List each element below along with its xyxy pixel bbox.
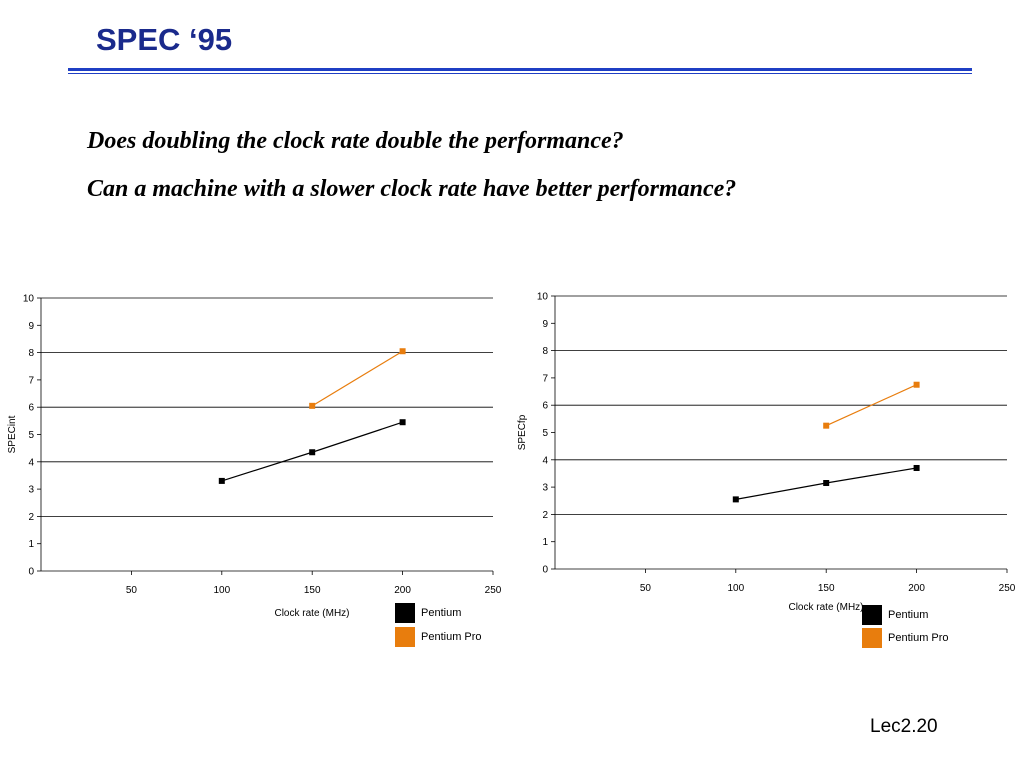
- y-tick-label: 5: [542, 428, 548, 439]
- legend-item-pentium-pro: Pentium Pro: [862, 628, 949, 648]
- page-number: Lec2.20: [870, 716, 938, 737]
- y-tick-label: 10: [537, 292, 549, 303]
- legend-label-pentium-pro: Pentium Pro: [888, 632, 949, 644]
- legend-label-pentium-pro: Pentium Pro: [421, 631, 482, 643]
- y-axis-label: SPECfp: [517, 414, 528, 450]
- y-tick-label: 0: [28, 567, 34, 578]
- legend-swatch-pentium: [395, 603, 415, 623]
- y-tick-label: 6: [542, 401, 548, 412]
- y-tick-label: 8: [542, 346, 548, 357]
- legend-swatch-pentium-pro: [395, 627, 415, 647]
- y-axis-label: SPECint: [7, 415, 18, 453]
- legend-swatch-pentium-pro: [862, 628, 882, 648]
- y-tick-label: 0: [542, 565, 548, 576]
- data-point: [823, 422, 830, 429]
- x-axis-label: Clock rate (MHz): [788, 602, 863, 613]
- legend-label-pentium: Pentium: [421, 607, 462, 619]
- slide-title: SPEC ‘95: [96, 22, 233, 57]
- title-rule-thick: [68, 68, 972, 71]
- y-tick-label: 1: [542, 537, 548, 548]
- y-tick-label: 1: [28, 539, 34, 550]
- question-2: Can a machine with a slower clock rate h…: [87, 176, 737, 202]
- x-tick-label: 50: [126, 585, 138, 596]
- y-tick-label: 10: [23, 294, 35, 305]
- legend-swatch-pentium: [862, 605, 882, 625]
- y-tick-label: 4: [542, 455, 548, 466]
- x-tick-label: 150: [818, 583, 835, 594]
- title-rule-thin: [68, 73, 972, 74]
- data-point: [732, 496, 739, 503]
- x-tick-label: 150: [304, 585, 321, 596]
- legend-label-pentium: Pentium: [888, 609, 929, 621]
- data-point: [913, 381, 920, 388]
- x-tick-label: 100: [213, 585, 230, 596]
- y-tick-label: 4: [28, 457, 34, 468]
- data-point: [399, 419, 406, 426]
- y-tick-label: 2: [542, 510, 548, 521]
- x-tick-label: 200: [908, 583, 925, 594]
- question-1: Does doubling the clock rate double the …: [87, 128, 624, 154]
- legend-item-pentium: Pentium: [862, 605, 928, 625]
- data-point: [823, 480, 830, 487]
- legend-item-pentium-pro: Pentium Pro: [395, 627, 482, 647]
- x-tick-label: 200: [394, 585, 411, 596]
- y-tick-label: 7: [28, 375, 34, 386]
- x-tick-label: 100: [727, 583, 744, 594]
- y-tick-label: 6: [28, 403, 34, 414]
- x-axis-label: Clock rate (MHz): [274, 608, 349, 619]
- y-tick-label: 2: [28, 512, 34, 523]
- y-tick-label: 3: [542, 483, 548, 494]
- x-tick-label: 50: [640, 583, 652, 594]
- y-tick-label: 7: [542, 373, 548, 384]
- y-tick-label: 5: [28, 430, 34, 441]
- x-tick-label: 250: [999, 583, 1016, 594]
- data-point: [309, 402, 316, 409]
- data-point: [309, 449, 316, 456]
- data-point: [218, 477, 225, 484]
- y-tick-label: 9: [542, 319, 548, 330]
- data-point: [399, 348, 406, 355]
- series-line: [311, 350, 403, 407]
- x-tick-label: 250: [485, 585, 502, 596]
- y-tick-label: 8: [28, 348, 34, 359]
- series-line: [825, 384, 917, 427]
- data-point: [913, 464, 920, 471]
- y-tick-label: 3: [28, 485, 34, 496]
- y-tick-label: 9: [28, 321, 34, 332]
- legend-item-pentium: Pentium: [395, 603, 461, 623]
